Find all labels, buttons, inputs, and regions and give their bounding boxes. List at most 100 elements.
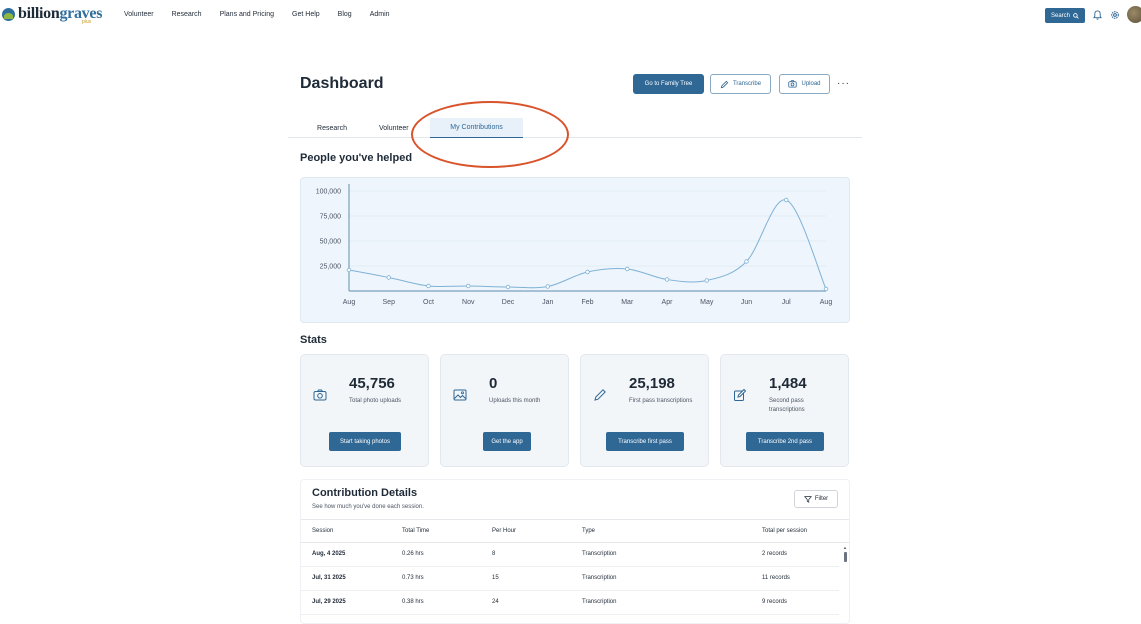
- data-point: [386, 275, 391, 280]
- data-point: [585, 269, 590, 275]
- image-icon: [453, 389, 467, 401]
- x-tick-label: Jul: [782, 299, 791, 306]
- transcribe-button[interactable]: Transcribe: [710, 74, 771, 94]
- family-tree-button[interactable]: Go to Family Tree: [633, 74, 704, 94]
- data-point: [625, 266, 630, 272]
- filter-label: Filter: [814, 496, 829, 502]
- y-tick-label: 50,000: [320, 239, 342, 246]
- stat-value: 0: [489, 375, 498, 392]
- transcribe-2nd-pass-button[interactable]: Transcribe 2nd pass: [746, 432, 824, 451]
- get-the-app-button[interactable]: Get the app: [483, 432, 531, 451]
- dashboard-tabs: Research Volunteer My Contributions: [288, 118, 862, 138]
- cell-per-hour: 15: [492, 575, 499, 581]
- stat-card-uploads-month: 0 Uploads this month Get the app: [440, 354, 569, 467]
- cell-total-time: 0.26 hrs: [402, 551, 424, 557]
- x-tick-label: Apr: [662, 299, 674, 306]
- cell-session: Jul, 31 2025: [312, 575, 346, 581]
- cell-session: Jul, 29 2025: [312, 599, 346, 605]
- data-point: [664, 277, 670, 282]
- cell-total-per-session: 11 records: [762, 575, 790, 581]
- column-header-session[interactable]: Session: [312, 528, 334, 534]
- search-icon: [1073, 12, 1079, 19]
- stat-card-first-pass: 25,198 First pass transcriptions Transcr…: [580, 354, 709, 467]
- cell-total-time: 0.38 hrs: [402, 599, 424, 605]
- series-line: [348, 199, 827, 290]
- nav-link-admin[interactable]: Admin: [369, 11, 390, 18]
- contribution-details: Contribution Details See how much you've…: [300, 479, 850, 624]
- highlight-annotation: [411, 101, 569, 168]
- column-header-total-per-session[interactable]: Total per session: [762, 528, 808, 534]
- cell-per-hour: 24: [492, 599, 499, 605]
- data-point: [784, 197, 789, 203]
- data-point: [346, 267, 352, 273]
- cell-total-per-session: 9 records: [762, 599, 788, 605]
- bell-icon[interactable]: [1092, 9, 1103, 20]
- stat-label: Second pass transcriptions: [769, 398, 805, 413]
- people-helped-title: People you've helped: [300, 152, 413, 164]
- data-point: [505, 284, 511, 290]
- data-point: [704, 278, 709, 283]
- column-header-type[interactable]: Type: [582, 528, 596, 534]
- cell-type: Transcription: [582, 551, 617, 557]
- stats-title: Stats: [300, 334, 327, 346]
- pencil-icon: [720, 80, 729, 88]
- column-header-per-hour[interactable]: Per Hour: [492, 528, 517, 534]
- column-header-total-time[interactable]: Total Time: [402, 528, 430, 534]
- avatar[interactable]: [1127, 6, 1141, 23]
- y-tick-label: 75,000: [320, 214, 342, 221]
- nav-link-research[interactable]: Research: [171, 11, 202, 18]
- nav-link-help[interactable]: Get Help: [292, 11, 320, 18]
- nav-link-volunteer[interactable]: Volunteer: [124, 11, 154, 18]
- scroll-up-arrow[interactable]: ▲: [843, 545, 847, 550]
- transcribe-first-pass-button[interactable]: Transcribe first pass: [606, 432, 684, 451]
- x-tick-label: Mar: [621, 299, 634, 306]
- camera-icon: [788, 80, 798, 88]
- stat-label: Uploads this month: [489, 398, 541, 404]
- gear-icon[interactable]: [1109, 9, 1120, 20]
- filter-icon: [803, 495, 812, 503]
- table-row[interactable]: Jul, 31 2025 0.73 hrs 15 Transcription 1…: [301, 567, 839, 591]
- search-button[interactable]: Search: [1045, 8, 1085, 23]
- x-tick-label: Nov: [462, 299, 475, 306]
- details-subtitle: See how much you've done each session.: [312, 504, 424, 510]
- table-row[interactable]: Aug, 4 2025 0.26 hrs 8 Transcription 2 r…: [301, 543, 839, 567]
- people-helped-chart: 25,000 50,000 75,000 100,000 Aug Sep Oct Nov Dec…: [300, 177, 850, 323]
- search-label: Search: [1050, 12, 1070, 19]
- data-point: [466, 283, 471, 289]
- table-row-partial[interactable]: [301, 615, 839, 623]
- upload-button[interactable]: Upload: [779, 74, 830, 94]
- transcribe-label: Transcribe: [732, 81, 762, 87]
- data-point: [426, 283, 431, 289]
- start-taking-photos-button[interactable]: Start taking photos: [329, 432, 401, 451]
- camera-icon: [313, 389, 327, 401]
- x-tick-label: Aug: [343, 299, 356, 306]
- billiongraves-logo[interactable]: billiongraves plus: [2, 5, 102, 25]
- top-navigation: billiongraves plus Volunteer Research Pl…: [0, 0, 1141, 32]
- data-point: [545, 284, 550, 289]
- cell-total-per-session: 2 records: [762, 551, 788, 557]
- stat-value: 1,484: [769, 375, 807, 392]
- cell-type: Transcription: [582, 575, 617, 581]
- nav-link-plans[interactable]: Plans and Pricing: [219, 11, 275, 18]
- pencil-icon: [594, 389, 606, 401]
- more-options-button[interactable]: ···: [837, 78, 850, 89]
- stat-card-photo-uploads: 45,756 Total photo uploads Start taking …: [300, 354, 429, 467]
- stat-card-second-pass: 1,484 Second pass transcriptions Transcr…: [720, 354, 849, 467]
- scrollbar-thumb[interactable]: [844, 552, 847, 562]
- stat-label: First pass transcriptions: [629, 398, 693, 404]
- nav-links: Volunteer Research Plans and Pricing Get…: [124, 11, 408, 18]
- x-tick-label: May: [700, 299, 714, 306]
- tab-volunteer[interactable]: Volunteer: [379, 124, 409, 132]
- y-tick-label: 100,000: [316, 189, 341, 196]
- tab-research[interactable]: Research: [317, 124, 347, 132]
- nav-link-blog[interactable]: Blog: [337, 11, 352, 18]
- x-tick-label: Dec: [502, 299, 515, 306]
- table-row[interactable]: Jul, 29 2025 0.38 hrs 24 Transcription 9…: [301, 591, 839, 615]
- globe-icon: [2, 7, 15, 21]
- data-point: [744, 259, 749, 264]
- details-title: Contribution Details: [312, 487, 418, 499]
- cell-total-time: 0.73 hrs: [402, 575, 424, 581]
- x-tick-label: Jun: [741, 299, 752, 306]
- x-tick-label: Aug: [820, 299, 833, 306]
- filter-button[interactable]: Filter: [794, 490, 838, 508]
